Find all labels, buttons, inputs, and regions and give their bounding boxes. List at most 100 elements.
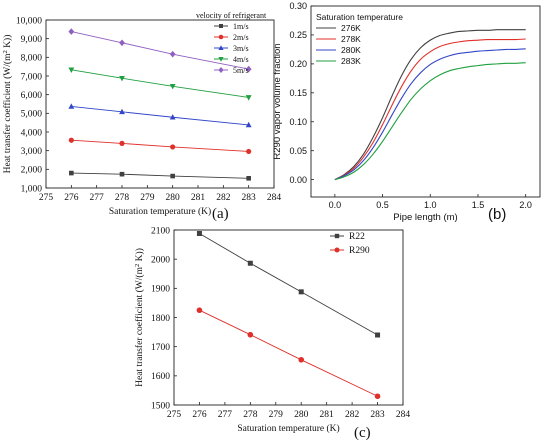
x-tick-label: 282 [216,193,231,203]
series-2m-s-line [71,139,249,152]
legend-r22-label: R22 [349,232,365,242]
legend-280k-label: 280K [341,45,361,55]
plot-frame [173,229,404,406]
series-r290-point [196,307,203,314]
legend-2m-s-marker [218,34,224,40]
series-3m-s-point [245,121,252,128]
legend-5m-s-label: 5m/s [233,66,249,75]
series-2m-s-point [68,137,74,143]
series-3m-s-point [68,103,75,109]
x-tick-label: 2.0 [519,200,532,210]
x-axis-label: Saturation temperature (K) [237,423,339,434]
series-r290-point [247,331,254,338]
x-tick-label: 275 [39,193,54,203]
series-283k-line [334,62,526,181]
x-tick-label: 277 [218,410,233,420]
x-tick-label: 279 [140,193,155,203]
y-tick-label: 1700 [151,343,170,353]
y-tick-label: 0.00 [289,175,307,185]
y-tick-label: 1600 [151,372,170,382]
series-3m-s-point [169,114,176,120]
x-tick-label: 275 [167,410,182,420]
series-1m-s-line [71,172,249,179]
plot-frame [310,5,541,198]
legend-4m-s-marker [218,57,224,62]
y-tick-label: 6,000 [21,91,43,101]
x-tick-label: 0.0 [329,200,342,210]
y-tick-label: 1900 [151,285,170,295]
y-axis-label: R290 vapor volume fraction [272,43,283,159]
x-tick-label: 281 [191,193,206,203]
legend-r290-marker [334,247,340,253]
y-tick-label: 1500 [151,401,170,411]
series-4m-s-point [245,95,252,101]
series-3m-s-point [119,108,125,115]
series-r22-point [298,289,304,295]
series-1m-s-point [170,173,175,179]
x-tick-label: 0.5 [376,200,389,210]
series-4m-s-point [169,83,176,90]
series-5m-s-point [169,50,176,58]
x-tick-label: 284 [396,410,411,420]
legend-1m-s-label: 1m/s [233,22,249,31]
legend-2m-s-label: 2m/s [233,33,249,42]
legend-r290-label: R290 [349,246,370,256]
x-tick-label: 281 [320,410,335,420]
y-tick-label: 1800 [151,314,170,324]
y-tick-label: 8,000 [21,54,43,64]
y-tick-label: 4,000 [21,128,43,138]
legend-r22-marker [334,233,340,239]
x-tick-label: 283 [242,193,257,203]
x-tick-label: 283 [370,410,385,420]
y-tick-label: 0.25 [289,30,307,40]
series-r22-point [247,260,253,266]
x-tick-label: 277 [90,193,105,203]
y-tick-label: 2000 [151,255,170,265]
x-axis-label: Pipe length (m) [393,212,457,223]
y-axis-label: Heat transfer coefficient (W/(m2 K)) [134,248,146,387]
series-2m-s-point [119,140,125,146]
series-280k-line [334,48,526,181]
chart-panel-a: 275 276 277 278 279 280 281 282 283 284 1,000 2,000… [2,11,282,222]
series-r290-line [199,309,378,397]
y-axis-label: Heat transfer coefficient (W/(m2 K)) [2,35,14,174]
panel-label: (b) [488,206,506,223]
y-tick-label: 0.30 [289,1,307,11]
series-5m-s-point [119,39,125,47]
series-r22-point [375,332,381,338]
x-tick-label: 278 [243,410,258,420]
legend-276k-label: 276K [341,23,361,33]
legend-4m-s-label: 4m/s [233,55,249,64]
series-2m-s-point [170,144,176,150]
y-tick-label: 9,000 [21,35,43,45]
plot-frame [45,19,275,189]
y-tick-label: 0.05 [289,146,307,156]
legend-283k-label: 283K [341,56,361,66]
legend-5m-s-marker [218,67,224,73]
y-tick-label: 10,000 [16,16,42,26]
series-1m-s-point [119,171,125,177]
series-5m-s-point [245,65,252,73]
legend-3m-s-marker [218,45,224,50]
series-276k-line [334,29,526,181]
series-r290-point [374,393,381,400]
x-tick-label: 276 [192,410,207,420]
series-5m-s-line [71,31,249,70]
y-tick-label: 2100 [151,226,170,236]
y-tick-label: 1,000 [21,184,43,194]
legend-278k-label: 278K [341,34,361,44]
series-r22-point [196,231,202,236]
y-tick-label: 3,000 [21,147,43,157]
series-1m-s-point [69,170,74,176]
chart-panel-c: 275 276 277 278 279 280 281 282 283 284 1500 1600 17… [134,226,411,441]
legend-title: velocity of refrigerant [196,11,267,20]
x-tick-label: 282 [345,410,360,420]
panel-label: (a) [212,206,229,222]
series-3m-s-line [71,105,249,126]
x-tick-label: 1.5 [472,200,485,210]
y-tick-label: 5,000 [21,110,43,120]
x-tick-label: 279 [269,410,284,420]
panel-label: (c) [354,425,371,441]
x-tick-label: 280 [166,193,181,203]
